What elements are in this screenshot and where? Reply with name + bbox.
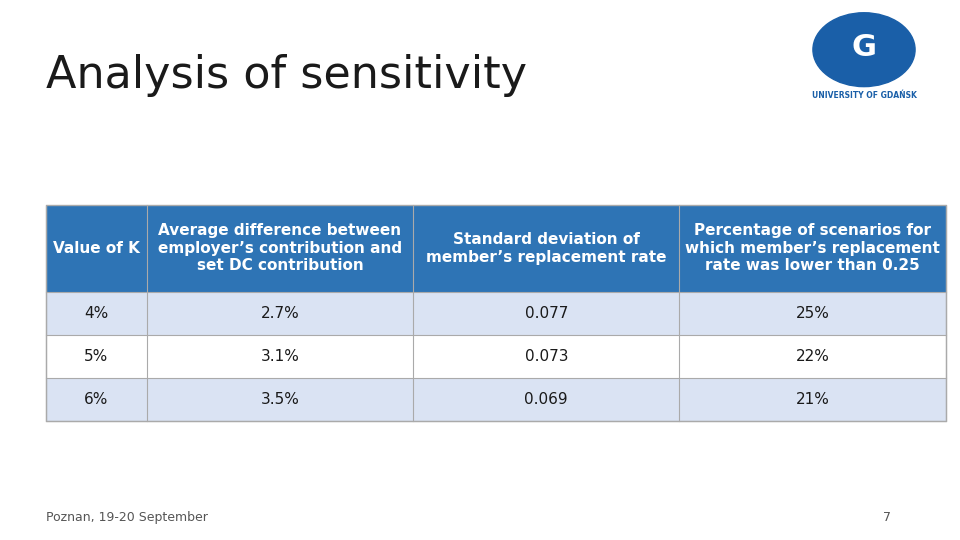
Text: 21%: 21% xyxy=(796,392,829,407)
FancyBboxPatch shape xyxy=(680,335,946,378)
Text: 3.5%: 3.5% xyxy=(260,392,300,407)
FancyBboxPatch shape xyxy=(680,205,946,292)
Text: 3.1%: 3.1% xyxy=(260,349,300,364)
Text: 25%: 25% xyxy=(796,306,829,321)
Text: 0.073: 0.073 xyxy=(524,349,568,364)
FancyBboxPatch shape xyxy=(680,292,946,335)
Text: Average difference between
employer’s contribution and
set DC contribution: Average difference between employer’s co… xyxy=(158,224,402,273)
Text: Poznan, 19-20 September: Poznan, 19-20 September xyxy=(46,511,207,524)
FancyBboxPatch shape xyxy=(147,292,413,335)
Text: G: G xyxy=(852,33,876,62)
Text: Analysis of sensitivity: Analysis of sensitivity xyxy=(46,54,527,97)
FancyBboxPatch shape xyxy=(413,205,680,292)
FancyBboxPatch shape xyxy=(413,335,680,378)
FancyBboxPatch shape xyxy=(46,378,147,421)
FancyBboxPatch shape xyxy=(413,292,680,335)
FancyBboxPatch shape xyxy=(413,378,680,421)
Text: Standard deviation of
member’s replacement rate: Standard deviation of member’s replaceme… xyxy=(426,232,666,265)
Text: Value of K: Value of K xyxy=(53,241,140,256)
Text: 0.077: 0.077 xyxy=(524,306,568,321)
Text: 7: 7 xyxy=(882,511,891,524)
Circle shape xyxy=(813,13,915,86)
FancyBboxPatch shape xyxy=(147,205,413,292)
FancyBboxPatch shape xyxy=(46,292,147,335)
Text: UNIVERSITY OF GDAŃSK: UNIVERSITY OF GDAŃSK xyxy=(811,91,917,100)
Text: 4%: 4% xyxy=(84,306,108,321)
FancyBboxPatch shape xyxy=(680,378,946,421)
FancyBboxPatch shape xyxy=(46,335,147,378)
FancyBboxPatch shape xyxy=(147,378,413,421)
FancyBboxPatch shape xyxy=(147,335,413,378)
Text: 0.069: 0.069 xyxy=(524,392,568,407)
Text: 2.7%: 2.7% xyxy=(261,306,300,321)
Text: 22%: 22% xyxy=(796,349,829,364)
Text: Percentage of scenarios for
which member’s replacement
rate was lower than 0.25: Percentage of scenarios for which member… xyxy=(685,224,940,273)
Text: 6%: 6% xyxy=(84,392,108,407)
FancyBboxPatch shape xyxy=(46,205,147,292)
Text: 5%: 5% xyxy=(84,349,108,364)
